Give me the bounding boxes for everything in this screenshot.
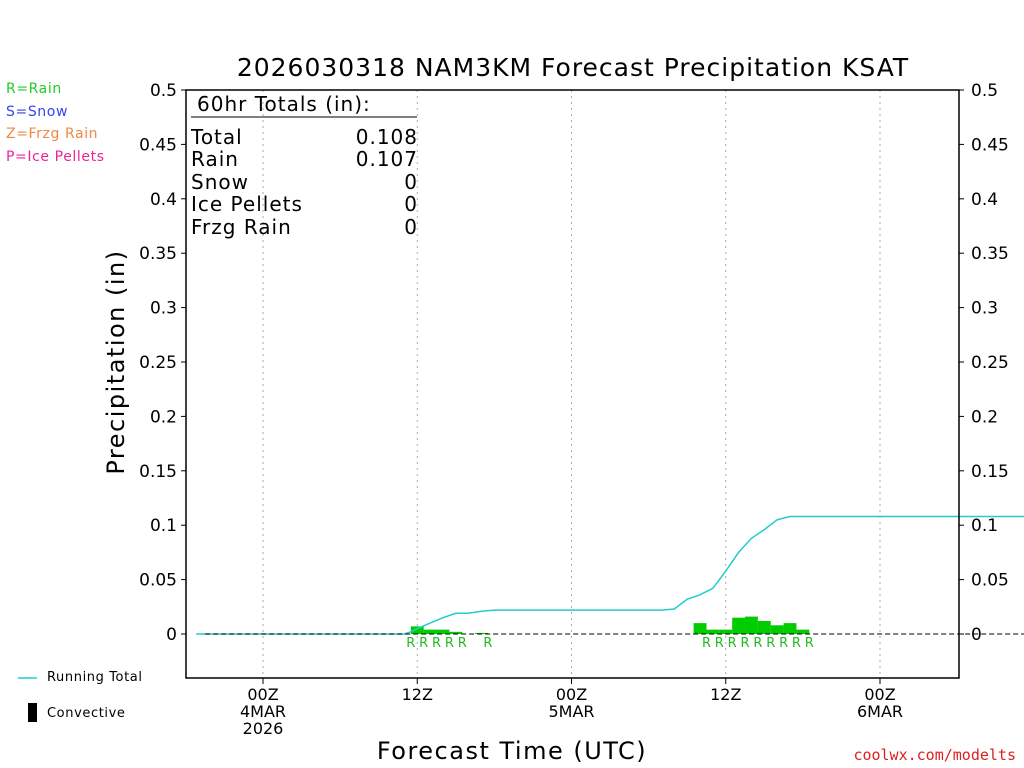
y-tick-label-left: 0.5 [150, 81, 177, 101]
watermark: coolwx.com/modelts [853, 746, 1016, 764]
x-tick-label: 5MAR [548, 702, 594, 721]
precip-bar [410, 626, 424, 634]
y-tick-label-left: 0.2 [150, 407, 177, 427]
legend-frzg-rain: Z=Frzg Rain [6, 126, 99, 142]
precip-bar [423, 629, 437, 634]
precip-bar [436, 629, 450, 634]
ptype-marker: R [779, 636, 788, 651]
ptype-marker: R [792, 636, 801, 651]
ptype-marker: R [458, 636, 467, 651]
ptype-marker: R [445, 636, 454, 651]
ptype-marker: R [766, 636, 775, 651]
y-tick-label-right: 0.5 [971, 81, 998, 101]
y-tick-label-left: 0.3 [150, 299, 177, 319]
precip-bar [757, 620, 771, 634]
precip-bar [475, 632, 488, 634]
y-tick-label-right: 0.1 [971, 516, 998, 536]
x-tick-label: 4MAR [240, 702, 286, 721]
y-tick-label-left: 0.05 [139, 571, 177, 591]
precip-bar [706, 629, 720, 634]
precip-bar [783, 623, 797, 634]
ptype-marker: R [432, 636, 441, 651]
x-tick-label: 12Z [402, 685, 433, 704]
y-tick-label-right: 0.35 [971, 244, 1009, 264]
totals-box: 60hr Totals (in): Total 0.108 Rain 0.107… [190, 92, 418, 239]
y-tick-label-left: 0 [166, 625, 177, 645]
x-tick-label: 00Z [864, 685, 895, 704]
legend-snow: S=Snow [6, 104, 68, 120]
y-tick-label-right: 0 [971, 625, 982, 645]
totals-rain-value: 0.107 [356, 147, 418, 171]
y-tick-label-right: 0.45 [971, 135, 1009, 155]
totals-frzg-rain-label: Frzg Rain [191, 215, 292, 239]
totals-frzg-rain-value: 0 [404, 215, 418, 239]
y-axis-label: Precipitation (in) [102, 249, 130, 474]
precip-bar [745, 616, 758, 634]
totals-rain-label: Rain [191, 147, 239, 171]
y-tick-label-right: 0.15 [971, 462, 1009, 482]
totals-ice-pellets-value: 0 [404, 192, 418, 216]
y-tick-label-right: 0.3 [971, 299, 998, 319]
totals-snow-value: 0 [404, 170, 418, 194]
legend-ice-pellets: P=Ice Pellets [6, 149, 105, 165]
totals-total-value: 0.108 [356, 125, 418, 149]
y-tick-label-left: 0.35 [139, 244, 177, 264]
x-tick-label: 2026 [243, 719, 284, 738]
totals-header: 60hr Totals (in): [197, 92, 371, 116]
precip-bar [732, 617, 746, 634]
y-tick-label-right: 0.2 [971, 407, 998, 427]
precip-bars [410, 616, 810, 634]
ptype-marker: R [741, 636, 750, 651]
precip-bar [796, 629, 810, 634]
ptype-marker: R [728, 636, 737, 651]
y-tick-label-right: 0.05 [971, 571, 1009, 591]
y-tick-label-left: 0.25 [139, 353, 177, 373]
axis-ticks: 0 00.05 0.050.1 0.10.15 0.150.2 0.20.25 0.250.… [139, 81, 1009, 738]
ptype-marker: R [753, 636, 762, 651]
precip-bar [693, 623, 707, 634]
precip-bar [770, 625, 784, 634]
legend-running-total: Running Total [47, 670, 143, 685]
x-tick-label: 6MAR [857, 702, 903, 721]
totals-snow-label: Snow [191, 170, 249, 194]
legend-rain: R=Rain [6, 81, 62, 97]
x-tick-label: 00Z [247, 685, 278, 704]
totals-total-label: Total [190, 125, 243, 149]
chart-title: 2026030318 NAM3KM Forecast Precipitation… [237, 53, 909, 82]
ptype-marker: R [702, 636, 711, 651]
ptype-marker: R [483, 636, 492, 651]
ptype-marker: R [406, 636, 415, 651]
plot-frame [185, 89, 960, 679]
y-tick-label-left: 0.45 [139, 135, 177, 155]
ptype-marker: R [419, 636, 428, 651]
x-tick-label: 00Z [556, 685, 587, 704]
y-tick-label-right: 0.4 [971, 190, 998, 210]
y-tick-label-left: 0.15 [139, 462, 177, 482]
legend-convective: Convective [47, 706, 126, 721]
ptype-marker: R [715, 636, 724, 651]
totals-ice-pellets-label: Ice Pellets [191, 192, 303, 216]
precip-bar [719, 629, 733, 634]
y-tick-label-right: 0.25 [971, 353, 1009, 373]
y-tick-label-left: 0.4 [150, 190, 177, 210]
convective-legend-swatch [28, 703, 37, 722]
y-tick-label-left: 0.1 [150, 516, 177, 536]
ptype-marker: R [805, 636, 814, 651]
x-tick-label: 12Z [710, 685, 741, 704]
grid-lines [262, 90, 881, 678]
precip-bar [449, 631, 463, 634]
x-axis-label: Forecast Time (UTC) [377, 737, 647, 765]
running-total-series [196, 515, 1024, 635]
running-total-line [196, 515, 1024, 635]
